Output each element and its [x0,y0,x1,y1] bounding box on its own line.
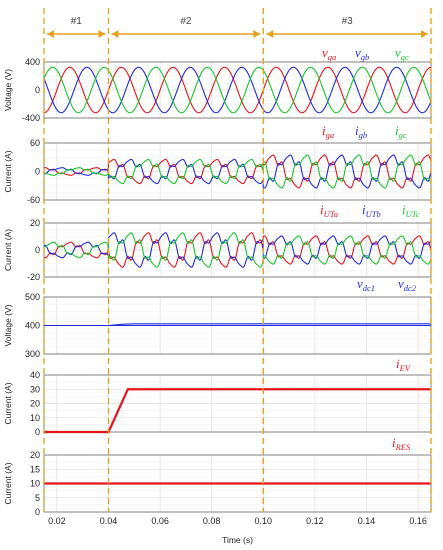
y-tick-label: 0 [35,507,40,517]
legend-label-v_dc2: vdc2 [398,276,417,293]
phase-arrow-#2: #2 [111,16,261,38]
y-axis-label: Current (A) [3,150,13,192]
legend-label-v_gc: vgc [395,45,409,62]
y-tick-label: 0 [35,167,40,177]
x-tick-label: 0.16 [409,516,427,526]
legend-label-i_RES: iRES [392,435,411,452]
y-tick-label: 10 [30,479,40,489]
x-tick-label: 0.14 [358,516,376,526]
legend-label-i_UTa: iUTa [320,202,338,219]
y-axis-label: Voltage (V) [3,69,13,111]
y-axis-label: Voltage (V) [3,304,13,346]
x-axis-label: Time (s) [222,535,253,545]
y-tick-label: 20 [30,450,40,460]
phase-label: #3 [342,16,354,27]
y-tick-label: 0 [35,85,40,95]
legend-label-i_EV: iEV [396,356,412,373]
legend-label-i_gc: igc [395,123,407,140]
panel-4: 500 400 300 Voltage (V) vdc1 vdc2 [3,276,432,359]
y-tick-label: 5 [35,493,40,503]
x-tick-label: 0.04 [100,516,118,526]
y-tick-label: 0 [35,427,40,437]
y-tick-label: 60 [30,138,40,148]
series-line-i_EV [44,388,431,434]
legend-label-i_gb: igb [355,123,367,140]
x-tick-label: 0.08 [203,516,221,526]
x-tick-label: 0.06 [151,516,169,526]
y-tick-label: -400 [22,113,40,123]
y-tick-label: -20 [27,272,40,282]
legend-label-i_UTb: iUTb [362,202,381,219]
y-tick-label: 400 [25,57,40,67]
y-tick-label: 20 [30,399,40,409]
y-tick-label: 10 [30,413,40,423]
y-tick-label: -60 [27,195,40,205]
y-tick-label: 40 [30,370,40,380]
phase-arrow-head-right [421,30,428,38]
legend-label-i_ga: iga [322,123,334,140]
phase-arrow-head-left [47,30,54,38]
phase-arrow-#1: #1 [47,16,106,38]
legend-label-v_dc1: vdc1 [357,276,375,293]
panel-6: 20 15 10 5 0 Current (A) iRES [3,435,432,517]
phase-arrow-#3: #3 [266,16,428,38]
x-tick-label: 0.02 [48,516,66,526]
y-tick-label: 500 [25,292,40,302]
x-tick-label: 0.10 [255,516,273,526]
panel-5: 40 30 20 10 0 Current (A) iEV [3,356,432,437]
y-tick-label: 20 [30,218,40,228]
y-tick-label: 0 [35,245,40,255]
legend-label-i_UTc: iUTc [402,202,420,219]
panel-1: 400 0 -400 Voltage (V) vga vgb vgc [3,45,432,123]
y-tick-label: 400 [25,321,40,331]
y-tick-label: 15 [30,464,40,474]
phase-arrow-head-right [98,30,106,38]
phase-arrow-head-left [111,30,119,38]
y-axis-label: Current (A) [3,382,13,424]
phase-label: #1 [71,16,83,27]
y-tick-label: 300 [25,349,40,359]
panel-3: 20 0 -20 Current (A) iUTa iUTb iUTc [3,202,432,282]
y-axis-label: Current (A) [3,462,13,504]
phase-arrow-head-right [253,30,261,38]
phase-label: #2 [180,16,192,27]
x-tick-label: 0.12 [306,516,324,526]
legend-label-v_gb: vgb [355,45,369,62]
y-axis-label: Current (A) [3,229,13,271]
panel-2: 60 0 -60 Current (A) iga igb igc [3,123,432,205]
phase-arrow-head-left [266,30,274,38]
y-tick-label: 30 [30,384,40,394]
legend-label-v_ga: vga [322,45,336,62]
